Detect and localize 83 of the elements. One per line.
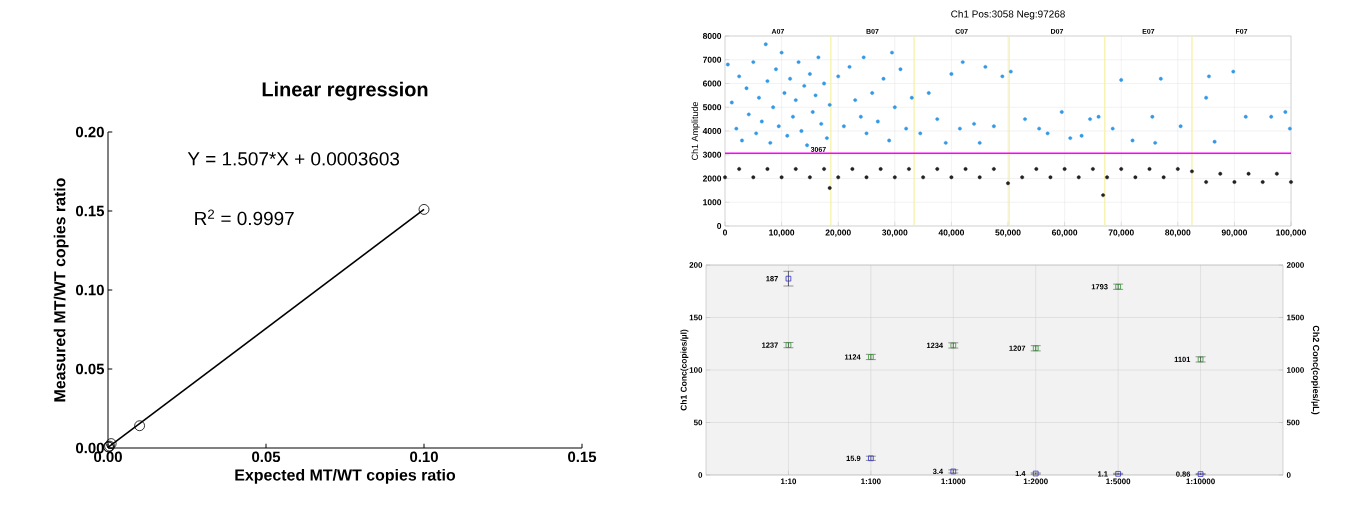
x-tick-label: 20,000 [825, 229, 851, 237]
point [1274, 171, 1279, 176]
point [751, 175, 756, 180]
x-tick-label: 0.05 [252, 451, 281, 463]
y-axis-title: Ch1 Conc(copies/µl) [680, 329, 689, 411]
point [949, 175, 954, 180]
point [1246, 171, 1251, 176]
point [1119, 167, 1124, 171]
y-axis-title: Ch1 Amplitude [691, 102, 700, 160]
point [1260, 180, 1265, 184]
point [1147, 167, 1152, 171]
point [864, 175, 869, 180]
x-axis-title: Expected MT/WT copies ratio [235, 468, 456, 484]
point [963, 167, 968, 171]
point [836, 175, 841, 180]
x-tick-label: 0 [722, 229, 728, 236]
point [779, 175, 784, 180]
chart-title: Ch1 Pos:3058 Neg:97268 [951, 10, 1065, 20]
point [1232, 180, 1237, 184]
point [1218, 171, 1223, 176]
y-tick-label: 8000 [702, 33, 722, 39]
point [1091, 167, 1095, 171]
y-tick-label: 2000 [702, 175, 722, 182]
point [1175, 167, 1180, 171]
point [1048, 175, 1053, 180]
x-tick-label: 50,000 [995, 229, 1021, 237]
point [134, 420, 145, 432]
point [1101, 193, 1105, 198]
y-tick-label: 7000 [703, 56, 722, 63]
point [793, 167, 798, 171]
point [808, 175, 812, 180]
y-tick-label: 0.05 [75, 363, 105, 375]
y-tick-label: 5000 [702, 104, 722, 111]
point [827, 186, 832, 190]
point [907, 167, 911, 171]
y-tick-label: 6000 [702, 80, 722, 87]
x-tick-label: 90,000 [1221, 229, 1248, 237]
point [1289, 180, 1293, 184]
point [1006, 181, 1010, 186]
point [785, 275, 792, 282]
x-tick-label: 10,000 [769, 229, 795, 237]
y-tick-label: 0.10 [75, 284, 104, 296]
y-tick-label: 4000 [702, 128, 722, 134]
annotation: R$^{2}$ = 0.9997 [195, 209, 294, 226]
y-tick-label: 0.20 [75, 126, 104, 138]
y-tick-label: 1000 [703, 199, 722, 206]
point [1190, 169, 1194, 174]
y-axis-title: Measured MT/WT copies ratio [53, 178, 69, 402]
point [737, 167, 742, 171]
point [1204, 180, 1209, 184]
x-tick-label: 80,000 [1165, 229, 1191, 237]
point [1133, 175, 1138, 180]
point [418, 204, 430, 215]
point [723, 175, 727, 180]
point [1161, 175, 1166, 180]
x-tick-label: 70,000 [1108, 229, 1134, 237]
point [1105, 175, 1109, 180]
point [1020, 175, 1025, 180]
point [1034, 167, 1039, 171]
point [921, 175, 925, 180]
y-tick-label: 3000 [702, 151, 722, 158]
x-tick-label: 0.15 [568, 451, 597, 463]
point [1076, 175, 1081, 180]
point [892, 175, 897, 180]
chart-title: Linear regression [262, 81, 428, 101]
point [850, 167, 855, 171]
point [1062, 167, 1067, 171]
x-tick-label: 30,000 [882, 229, 908, 237]
point [977, 175, 982, 180]
annotation: Y = 1.507*X + 0.0003603 [187, 152, 400, 166]
y2-axis-title: Ch2 Conc(copies/µL) [1311, 325, 1320, 415]
y-tick-label: 0 [717, 223, 722, 229]
x-tick-label: 100,000 [1276, 229, 1306, 237]
point [991, 167, 996, 171]
point [878, 167, 883, 171]
point [822, 167, 826, 171]
x-tick-label: 0.10 [410, 451, 438, 463]
y-tick-label: 0.15 [75, 205, 105, 217]
point [105, 438, 117, 449]
x-tick-label: 40,000 [938, 229, 965, 237]
point [935, 167, 940, 171]
point [765, 167, 770, 171]
x-tick-label: 60,000 [1051, 229, 1078, 237]
